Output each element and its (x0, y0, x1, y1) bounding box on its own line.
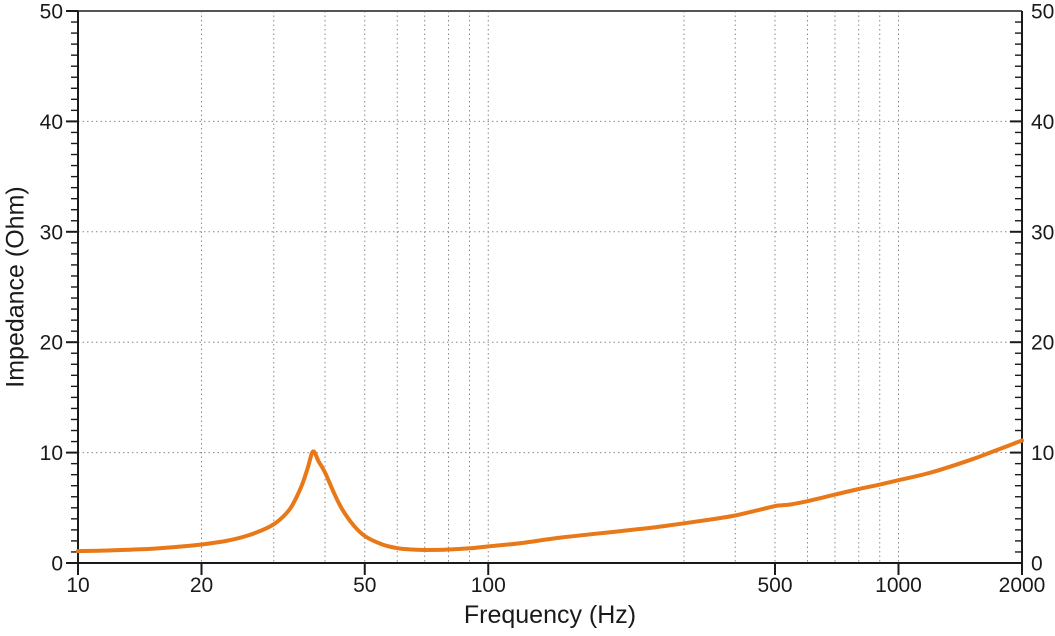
y-tick-label-left: 50 (40, 1, 63, 24)
y-tick-label-right: 30 (1031, 221, 1054, 244)
y-tick-label-left: 20 (40, 332, 63, 355)
x-tick-label: 50 (353, 574, 376, 597)
impedance-curve (76, 438, 1024, 554)
y-axis-title: Impedance (Ohm) (1, 186, 30, 388)
y-tick-label-left: 0 (51, 553, 63, 576)
y-tick-label-right: 10 (1031, 442, 1054, 465)
y-tick-label-right: 20 (1031, 332, 1054, 355)
y-tick-label-right: 0 (1031, 553, 1043, 576)
x-tick-label: 1000 (875, 574, 922, 597)
x-tick-label: 100 (471, 574, 506, 597)
x-tick-label: 10 (66, 574, 89, 597)
y-tick-label-left: 10 (40, 442, 63, 465)
x-tick-label: 20 (190, 574, 213, 597)
x-axis-title: Frequency (Hz) (463, 601, 637, 629)
y-tick-label-left: 30 (40, 221, 63, 244)
x-tick-label: 2000 (999, 574, 1046, 597)
x-tick-label: 500 (757, 574, 792, 597)
y-tick-label-right: 40 (1031, 111, 1054, 134)
y-tick-label-left: 40 (40, 111, 63, 134)
y-tick-label-right: 50 (1031, 1, 1054, 24)
